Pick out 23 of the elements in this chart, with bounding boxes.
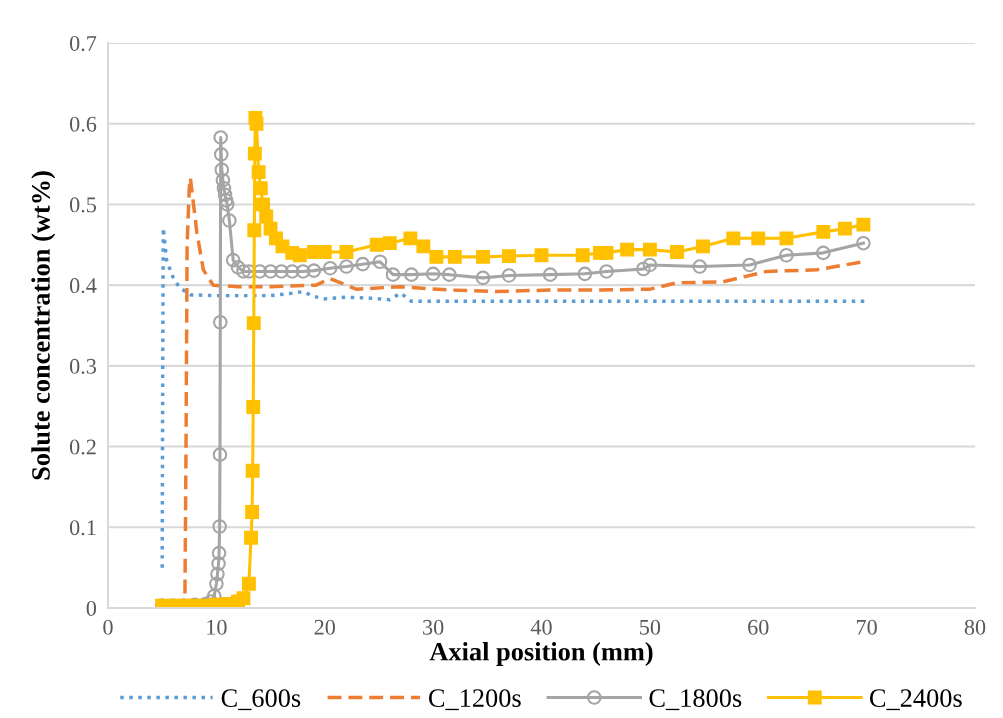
x-tick-label: 70 [856,619,877,635]
legend-label: C_1800s [649,689,742,711]
y-tick-label: 0 [86,600,97,616]
y-tick-label: 0.5 [69,197,97,213]
x-tick-label: 30 [423,619,444,635]
y-tick-label: 0.4 [69,278,97,294]
legend-label: C_2400s [869,689,962,711]
x-tick-label: 20 [314,619,336,635]
y-axis-title: Solute concentration (wt%) [31,171,56,480]
x-axis-title: Axial position (mm) [429,642,653,666]
legend-label: C_1200s [428,689,521,711]
y-tick-label: 0.7 [69,35,97,52]
x-tick-label: 0 [103,619,113,635]
x-tick-label: 40 [530,619,552,635]
legend-label: C_600s [221,689,301,711]
y-tick-label: 0.2 [69,439,96,455]
x-tick-label: 60 [748,619,769,635]
y-tick-label: 0.1 [69,520,96,536]
x-tick-label: 50 [640,619,661,635]
y-tick-label: 0.3 [69,358,97,374]
x-tick-label: 10 [207,619,227,635]
x-tick-label: 80 [964,619,986,635]
y-tick-label: 0.6 [69,116,97,132]
